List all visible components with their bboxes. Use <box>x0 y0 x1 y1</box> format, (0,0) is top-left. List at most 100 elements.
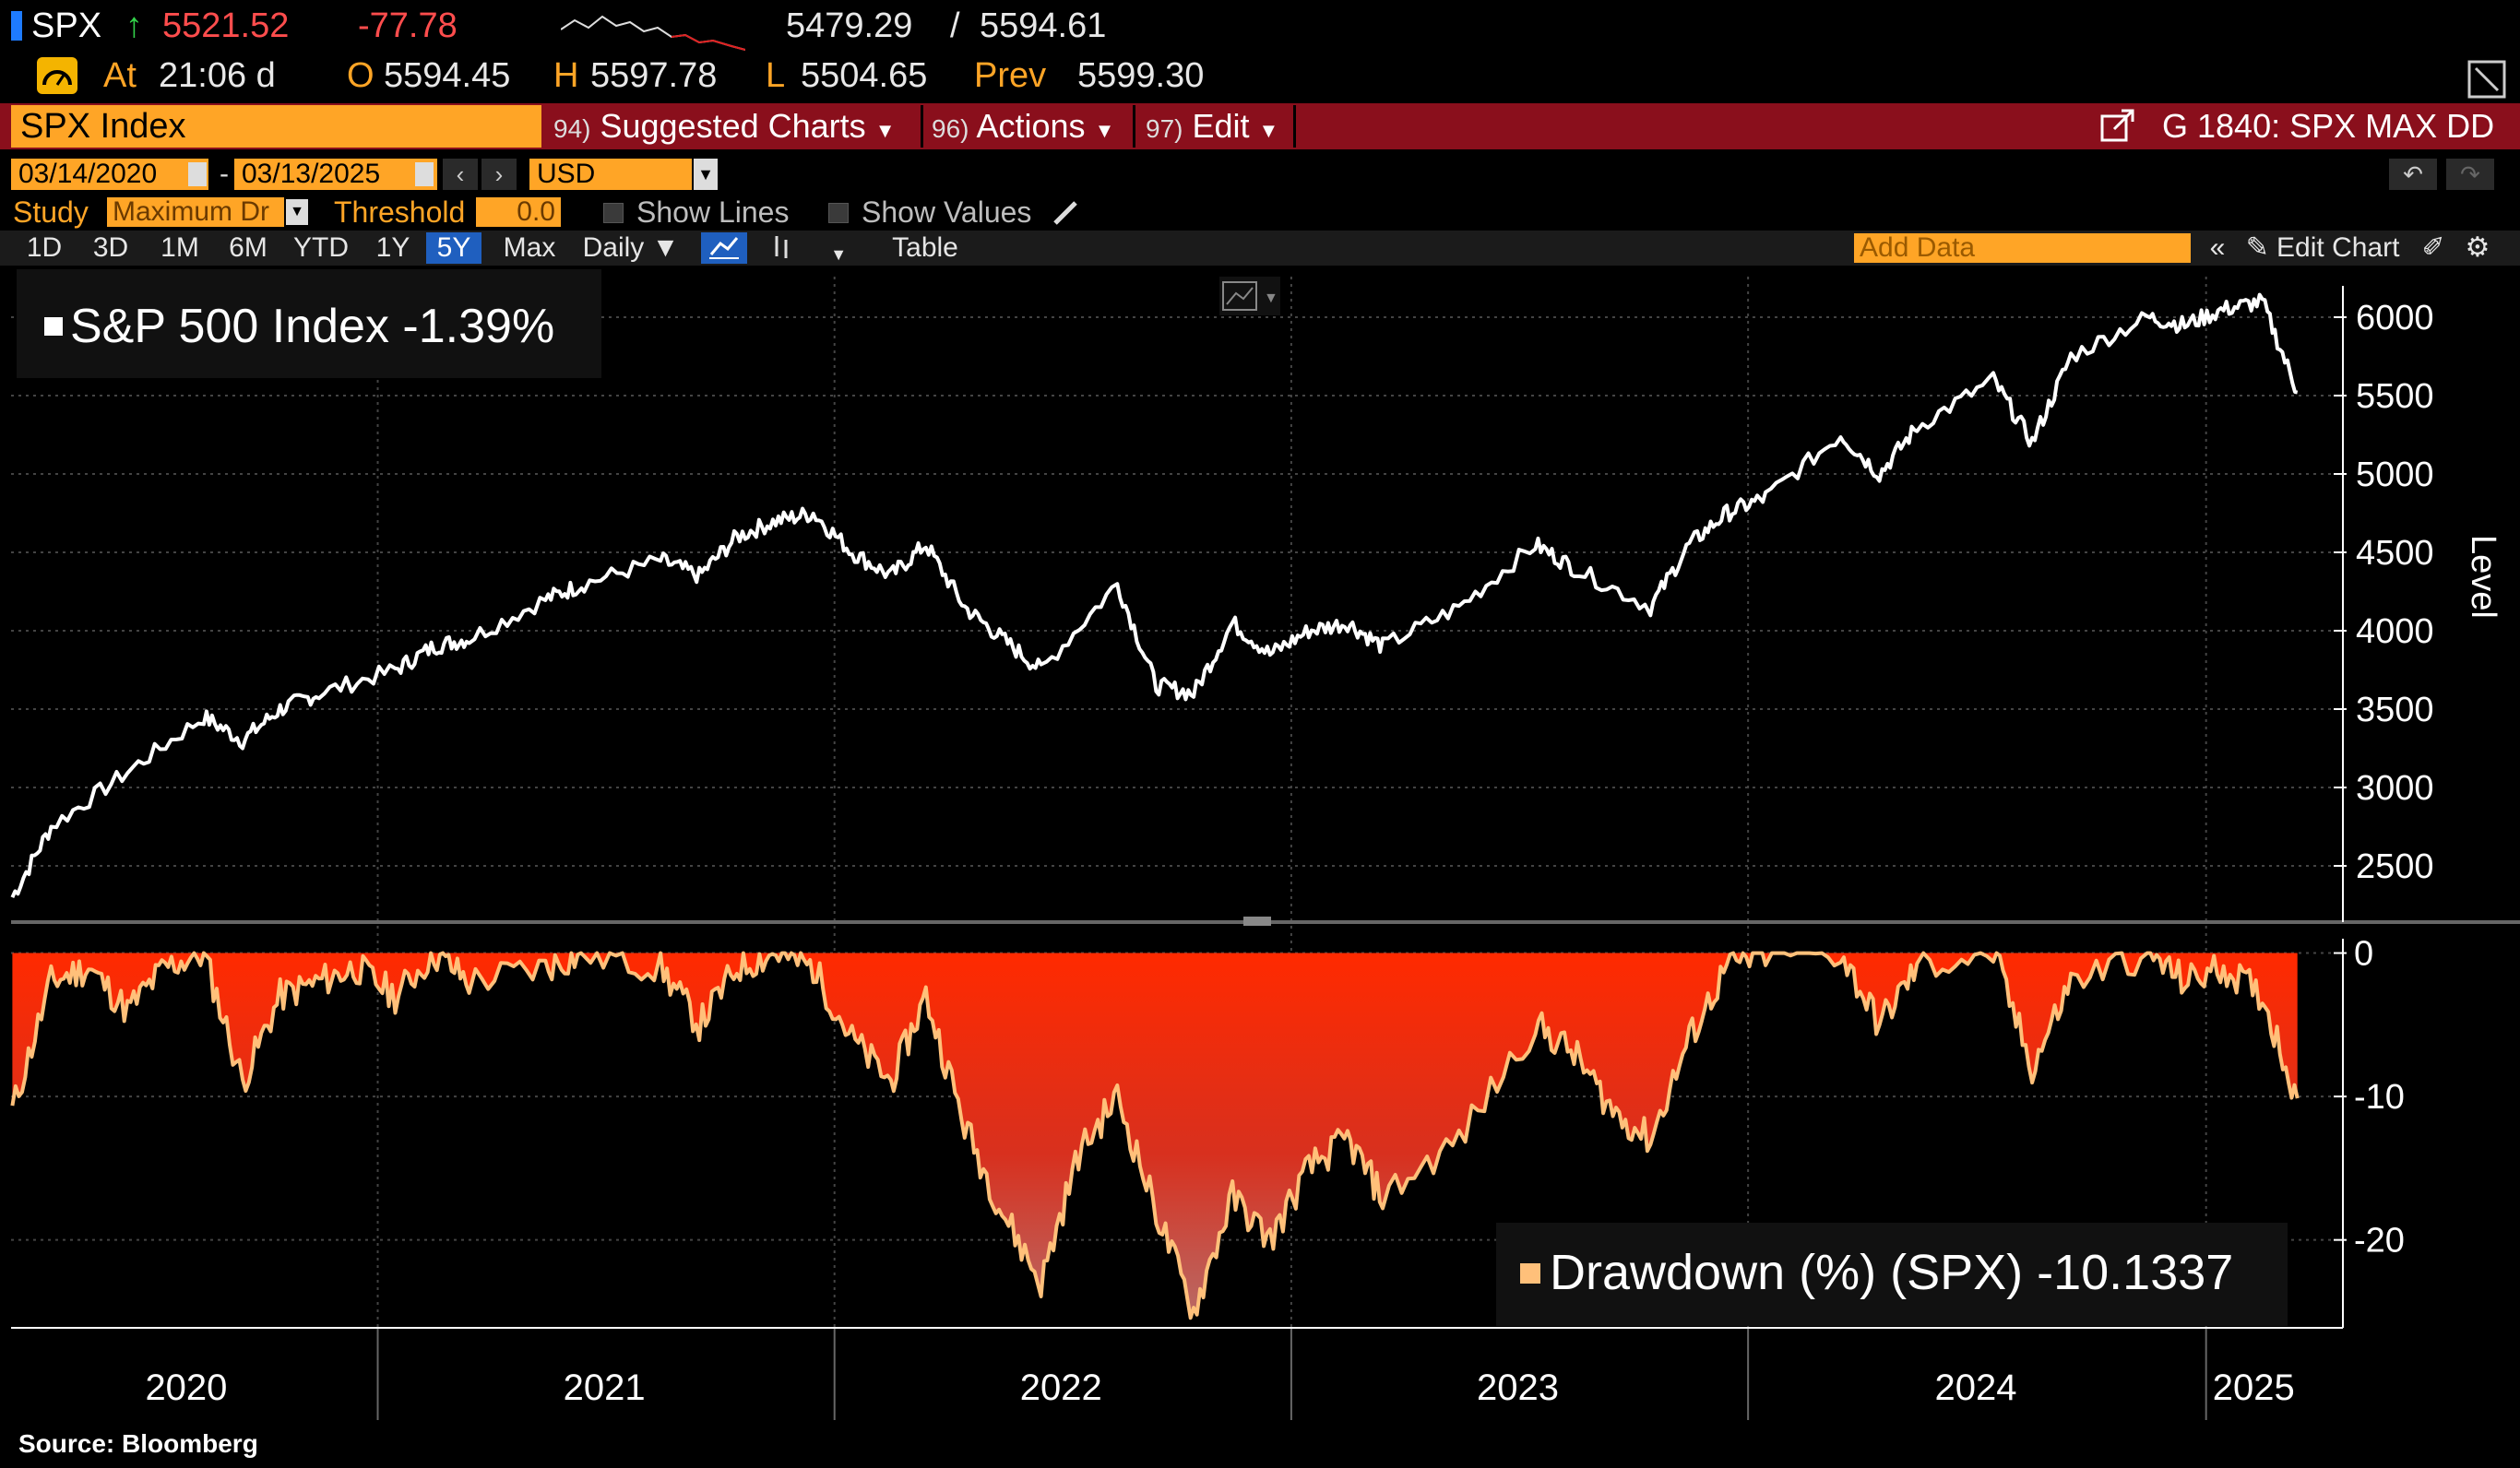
calendar-icon[interactable] <box>415 162 434 186</box>
caret-down-icon: ▼ <box>1094 119 1115 142</box>
pencil-icon: ✎ <box>2245 232 2269 263</box>
range-1y-button[interactable]: 1Y <box>375 232 410 263</box>
chevron-down-icon[interactable]: ▼ <box>286 199 308 225</box>
start-date-field[interactable]: 03/14/2020 <box>11 159 208 190</box>
price-legend[interactable]: S&P 500 Index -1.39% <box>17 269 601 378</box>
range-separator: / <box>950 6 960 45</box>
series-swatch <box>1520 1263 1540 1284</box>
redo-button[interactable]: ↷ <box>2446 159 2494 190</box>
sp500-price-line <box>10 292 2299 899</box>
price-tick-label: 6000 <box>2356 299 2434 337</box>
source-label: Source: Bloomberg <box>18 1429 258 1458</box>
next-period-button[interactable]: › <box>481 159 517 190</box>
calendar-icon[interactable] <box>188 162 207 186</box>
frequency-select[interactable]: Daily ▼ <box>581 232 681 264</box>
low-value: 5504.65 <box>801 56 928 95</box>
range-max-button[interactable]: Max <box>503 232 556 263</box>
x-axis: 2020 2021 2022 2023 2024 2025 <box>11 1327 2343 1420</box>
range-5y-button[interactable]: 5Y <box>426 232 481 264</box>
add-data-input[interactable]: Add Data <box>1854 233 2191 263</box>
low-label: L <box>766 56 786 95</box>
study-select[interactable]: Maximum Dr <box>107 197 284 227</box>
drawdown-tick-label: -10 <box>2354 1078 2405 1117</box>
caret-down-icon: ▼ <box>1258 119 1279 142</box>
range-low: 5479.29 <box>786 6 913 45</box>
series-swatch <box>44 317 63 336</box>
range-6m-button[interactable]: 6M <box>229 232 267 263</box>
high-value: 5597.78 <box>590 56 718 95</box>
price-tick-label: 2500 <box>2356 847 2434 886</box>
function-title: G 1840: SPX MAX DD <box>2162 107 2495 145</box>
bar-chart-type-button[interactable]: ▼ <box>756 232 858 264</box>
suggested-charts-menu[interactable]: 94) Suggested Charts ▼ <box>553 105 895 148</box>
drawdown-tick-label: -20 <box>2354 1222 2405 1261</box>
price-tick-label: 4500 <box>2356 534 2434 573</box>
edit-chart-button[interactable]: ✎ Edit Chart <box>2243 232 2402 264</box>
price-tick-label: 5500 <box>2356 377 2434 416</box>
edit-chart-label: Edit Chart <box>2276 232 2400 263</box>
range-1m-button[interactable]: 1M <box>160 232 199 263</box>
price-legend-label: S&P 500 Index -1.39% <box>70 300 555 353</box>
drawdown-legend[interactable]: Drawdown (%) (SPX) -10.1337 <box>1496 1223 2288 1326</box>
price-axis-title: Level <box>2464 535 2502 619</box>
threshold-label: Threshold <box>334 195 466 229</box>
price-tick-label: 3000 <box>2356 769 2434 808</box>
edit-key: 97) <box>1146 114 1183 143</box>
collapse-double-chevron-icon[interactable]: « <box>2209 232 2226 263</box>
year-label: 2021 <box>564 1367 646 1408</box>
prev-period-button[interactable]: ‹ <box>443 159 478 190</box>
edit-label: Edit <box>1192 107 1250 145</box>
drawdown-tick-label: 0 <box>2354 935 2373 974</box>
range-3d-button[interactable]: 3D <box>92 232 129 263</box>
prev-value: 5599.30 <box>1077 56 1205 95</box>
pencil-icon[interactable] <box>1052 197 1081 227</box>
currency-select[interactable]: USD <box>529 159 692 190</box>
annotate-icon[interactable]: ✐ <box>2421 232 2445 263</box>
drawdown-area-fill <box>12 953 2298 1319</box>
drawdown-line <box>10 951 2300 1320</box>
table-button[interactable]: Table <box>892 232 958 263</box>
range-ytd-button[interactable]: YTD <box>293 232 349 263</box>
svg-text:▼: ▼ <box>1264 290 1278 306</box>
mini-chart-icon: ▼ <box>1222 281 1278 311</box>
study-label: Study <box>13 195 89 229</box>
chart-type-toggle[interactable]: ▼ <box>1219 277 1280 315</box>
caret-down-icon: ▼ <box>651 232 680 263</box>
drawdown-panel: 0 -10 -20 <box>10 935 2405 1328</box>
price-tick-label: 5000 <box>2356 456 2434 494</box>
year-label: 2022 <box>1020 1367 1102 1408</box>
caret-down-icon: ▼ <box>830 245 848 264</box>
year-label: 2024 <box>1935 1367 2017 1408</box>
security-field[interactable]: SPX Index <box>11 105 541 148</box>
range-1d-button[interactable]: 1D <box>26 232 63 263</box>
external-link-icon[interactable] <box>2099 109 2136 144</box>
show-values-checkbox[interactable] <box>828 203 849 223</box>
date-separator: - <box>220 159 229 189</box>
line-chart-type-button[interactable] <box>701 232 747 264</box>
caret-down-icon: ▼ <box>874 119 896 142</box>
quote-time: 21:06 d <box>159 56 276 95</box>
menu-divider <box>1293 105 1296 148</box>
undo-button[interactable]: ↶ <box>2389 159 2437 190</box>
last-price: 5521.52 <box>162 6 290 45</box>
resize-icon[interactable] <box>2467 59 2507 100</box>
drawdown-legend-label: Drawdown (%) (SPX) -10.1337 <box>1550 1245 2234 1300</box>
open-value: 5594.45 <box>384 56 511 95</box>
end-date-field[interactable]: 03/13/2025 <box>234 159 437 190</box>
actions-label: Actions <box>976 107 1086 145</box>
ohlc-bar-icon <box>775 236 788 258</box>
menu-divider <box>1133 105 1135 148</box>
actions-key: 96) <box>932 114 969 143</box>
edit-menu[interactable]: 97) Edit ▼ <box>1146 105 1278 148</box>
chevron-down-icon[interactable]: ▼ <box>694 159 718 190</box>
threshold-input[interactable]: 0.0 <box>476 197 561 227</box>
settings-gear-icon[interactable]: ⚙ <box>2465 232 2490 263</box>
year-label: 2023 <box>1477 1367 1559 1408</box>
delayed-gauge-icon[interactable] <box>37 57 77 94</box>
range-high: 5594.61 <box>980 6 1107 45</box>
prev-label: Prev <box>974 56 1047 95</box>
sparkline-icon <box>561 15 745 51</box>
show-lines-checkbox[interactable] <box>603 203 624 223</box>
actions-menu[interactable]: 96) Actions ▼ <box>932 105 1114 148</box>
suggested-key: 94) <box>553 114 591 143</box>
